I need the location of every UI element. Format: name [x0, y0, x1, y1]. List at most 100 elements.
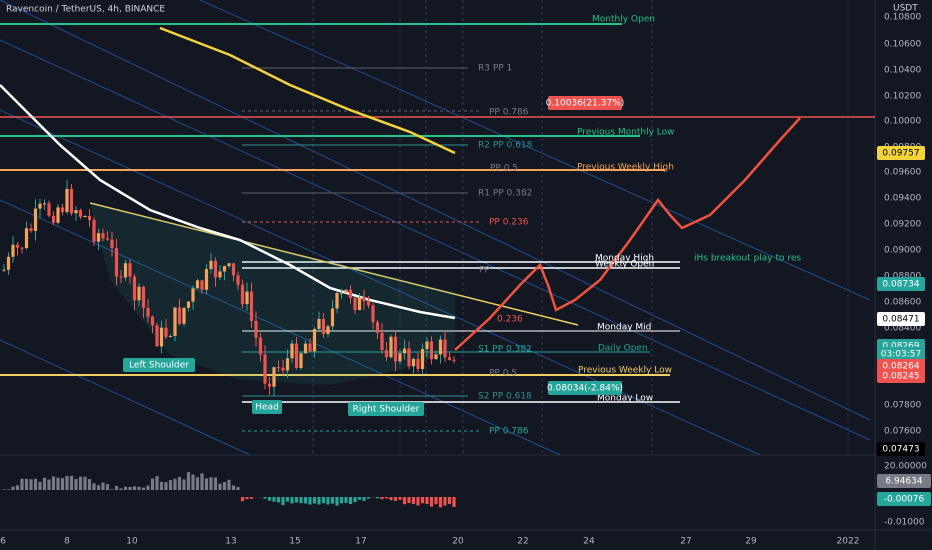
histogram-bar: [425, 497, 429, 505]
histogram-bar: [38, 481, 42, 490]
histogram-bar: [204, 478, 209, 490]
candle-body: [24, 228, 29, 249]
candle-body: [416, 358, 420, 370]
price-tick-label: 0.10400: [884, 66, 921, 76]
histogram-bar: [321, 497, 326, 504]
histogram-bar: [389, 497, 393, 501]
pattern-label: Right Shoulder: [353, 405, 420, 415]
price-tick-label: 0.07800: [884, 401, 921, 411]
time-tick-label: 2022: [837, 537, 860, 547]
annotation: Previous Weekly Low: [578, 366, 672, 376]
pattern-label: Left Shoulder: [129, 361, 189, 371]
histogram-bar: [47, 479, 51, 490]
candle-body: [177, 307, 182, 324]
annotation: R3 PP 1: [478, 64, 512, 74]
histogram-bar: [245, 497, 249, 500]
candle-body: [375, 322, 380, 333]
histogram-bar: [434, 497, 438, 505]
histogram-bar: [182, 479, 186, 490]
histogram-bar: [195, 477, 200, 490]
candle-body: [65, 188, 69, 212]
candle-body: [132, 276, 137, 301]
candle-body: [155, 325, 159, 347]
histogram-bar: [420, 497, 425, 504]
price-badge: 0.08734: [882, 280, 919, 290]
histogram-bar: [348, 497, 353, 505]
histogram-bar: [317, 497, 321, 505]
moving-average-yellow: [159, 26, 456, 155]
candle-body: [119, 276, 123, 278]
channel-lines: [0, 0, 871, 456]
time-tick-label: 22: [517, 537, 528, 547]
histogram-bar: [344, 497, 348, 503]
histogram-bar: [267, 497, 272, 501]
histogram-bar: [168, 480, 173, 490]
candle-body: [326, 326, 330, 334]
annotation: PP 0.236: [489, 218, 529, 228]
measure-label-bg: [548, 96, 622, 110]
annotation: iHs breakout play to res: [694, 254, 801, 264]
histogram-bar: [294, 497, 299, 503]
time-tick-label: 10: [126, 537, 138, 547]
histogram-bar: [150, 478, 155, 490]
candle-body: [267, 383, 272, 387]
annotation: S1 PP 0.382: [478, 345, 532, 355]
price-badge: 0.08264: [882, 362, 919, 372]
candle-body: [411, 358, 416, 367]
price-tick-label: 0.08400: [884, 324, 921, 334]
candle-body: [335, 293, 339, 309]
candle-body: [60, 207, 65, 212]
candle-body: [42, 203, 47, 205]
annotation: Weekly Open: [595, 260, 654, 270]
candle-body: [308, 343, 312, 352]
histogram-bar: [249, 497, 254, 499]
candle-body: [218, 271, 222, 278]
histogram-bar: [362, 497, 366, 501]
candle-body: [195, 280, 200, 289]
histogram-bar: [303, 497, 308, 504]
candle-body: [69, 188, 74, 214]
candle-body: [33, 208, 38, 231]
candle-body: [236, 275, 240, 285]
histogram-bar: [132, 486, 137, 490]
candle-body: [425, 341, 429, 350]
time-tick-label: 24: [583, 537, 595, 547]
histogram-bar: [159, 481, 164, 490]
candle-body: [227, 263, 231, 267]
candle-body: [78, 210, 83, 217]
annotation: 0.236: [497, 315, 523, 325]
candle-body: [303, 343, 308, 354]
candle-body: [87, 216, 92, 221]
candle-body: [186, 301, 191, 308]
histogram-bar: [285, 497, 290, 502]
histogram-bar: [155, 476, 159, 490]
candle-body: [317, 318, 321, 329]
indicator-badge: -0.00076: [884, 495, 925, 505]
histogram-bar: [231, 485, 236, 490]
candle-body: [114, 248, 119, 277]
measure-label-bg: [548, 381, 622, 395]
candle-body: [11, 244, 15, 257]
candle-body: [209, 260, 213, 270]
candle-body: [20, 247, 24, 249]
vertical-lines: [312, 0, 849, 455]
price-badge: 0.09757: [882, 149, 919, 159]
histogram-bar: [200, 473, 204, 490]
histogram-bar: [83, 476, 87, 490]
candle-body: [254, 320, 258, 338]
candle-body: [263, 354, 267, 384]
candle-body: [141, 286, 146, 308]
histogram-bar: [407, 497, 411, 504]
price-badge-bg: [877, 369, 925, 383]
indicator-badge: 6.94634: [885, 477, 922, 487]
histogram-bar: [186, 472, 191, 490]
time-tick-label: 8: [64, 537, 70, 547]
histogram-bar: [101, 482, 105, 490]
candle-body: [15, 244, 20, 248]
candle-body: [434, 354, 438, 360]
time-tick-label: 6: [0, 537, 6, 547]
price-badge-bg: [877, 347, 925, 361]
histogram-bar: [438, 497, 443, 508]
annotation: PP 0.786: [489, 427, 529, 437]
candle-body: [213, 260, 218, 278]
